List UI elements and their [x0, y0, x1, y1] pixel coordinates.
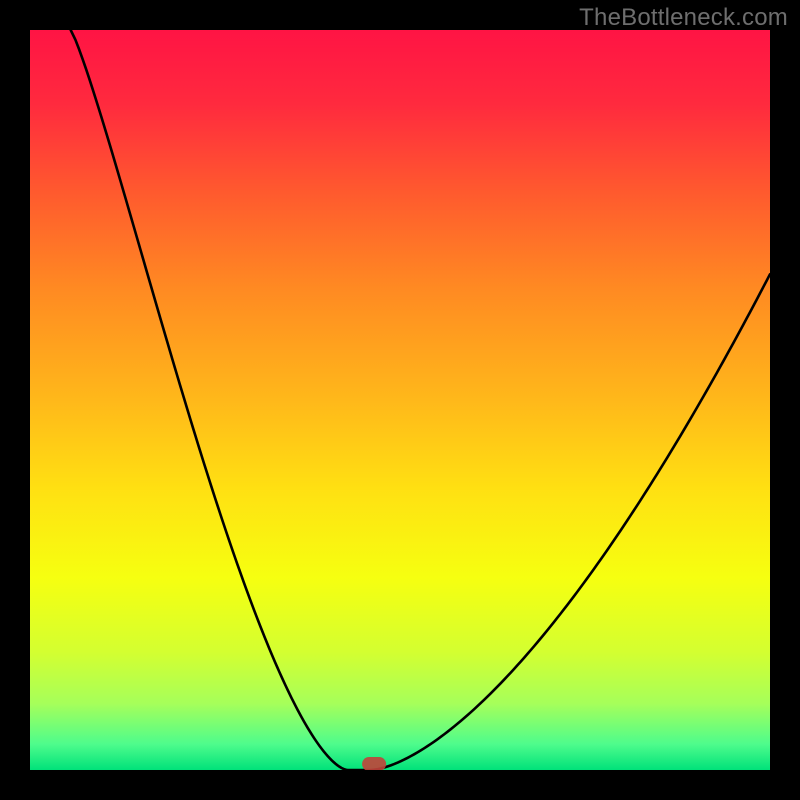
chart-svg: [0, 0, 800, 800]
watermark-text: TheBottleneck.com: [579, 4, 788, 32]
optimal-point-marker: [362, 757, 386, 771]
bottleneck-chart-root: TheBottleneck.com: [0, 0, 800, 800]
chart-background-gradient: [30, 30, 770, 770]
